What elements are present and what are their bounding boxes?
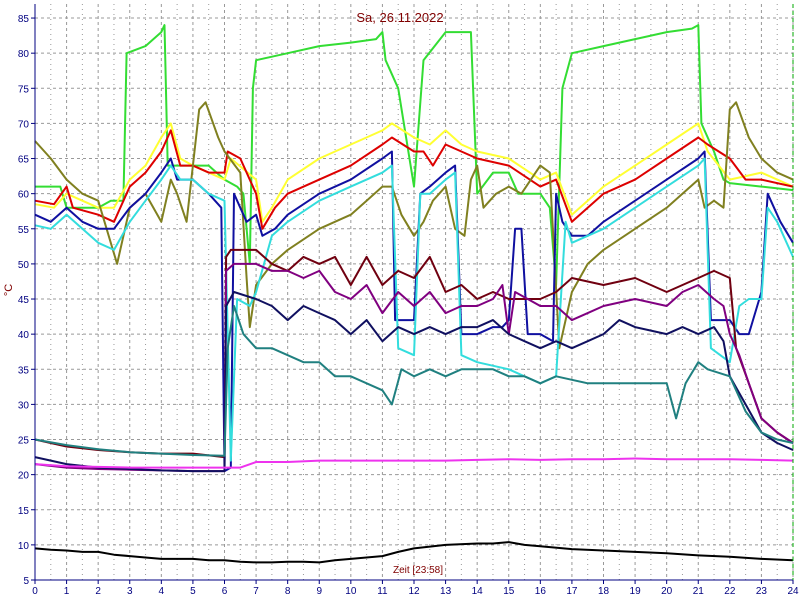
- x-tick-label: 10: [345, 586, 357, 597]
- series-line: [34, 122, 794, 223]
- x-tick-label: 21: [693, 586, 705, 597]
- x-tick-label: 23: [756, 586, 768, 597]
- x-tick-label: 13: [440, 586, 452, 597]
- series-line: [34, 291, 794, 473]
- y-tick-label: 35: [18, 365, 30, 376]
- x-tick-label: 12: [408, 586, 420, 597]
- y-tick-label: 60: [18, 190, 30, 201]
- x-tick-label: 6: [222, 586, 228, 597]
- y-tick-label: 30: [18, 400, 30, 411]
- series-line: [34, 305, 794, 457]
- series-line: [34, 129, 794, 230]
- y-tick-label: 25: [18, 436, 30, 447]
- x-tick-label: 5: [190, 586, 196, 597]
- x-tick-label: 8: [285, 586, 291, 597]
- y-tick-label: 5: [23, 576, 29, 587]
- y-axis-label: °C: [3, 284, 15, 296]
- y-tick-label: 65: [18, 155, 30, 166]
- x-tick-label: 9: [316, 586, 322, 597]
- y-tick-label: 45: [18, 295, 30, 306]
- y-tick-label: 85: [18, 14, 30, 25]
- series-line: [35, 24, 794, 286]
- y-tick-label: 10: [18, 541, 30, 552]
- y-tick-label: 50: [18, 260, 30, 271]
- series-line: [34, 262, 794, 473]
- y-tick-label: 80: [18, 49, 30, 60]
- x-tick-label: 7: [253, 586, 259, 597]
- x-tick-label: 0: [32, 586, 38, 597]
- x-tick-label: 15: [503, 586, 515, 597]
- series-line: [34, 157, 794, 462]
- x-tick-label: 19: [630, 586, 642, 597]
- x-tick-label: 3: [127, 586, 133, 597]
- y-tick-label: 70: [18, 119, 30, 130]
- series-lines: [34, 24, 794, 564]
- x-tick-label: 20: [661, 586, 673, 597]
- y-tick-label: 55: [18, 225, 30, 236]
- series-line: [34, 101, 794, 350]
- x-tick-label: 16: [535, 586, 547, 597]
- x-tick-label: 2: [95, 586, 101, 597]
- x-tick-label: 1: [64, 586, 70, 597]
- y-tick-label: 75: [18, 84, 30, 95]
- x-tick-label: 11: [377, 586, 388, 597]
- x-tick-label: 22: [724, 586, 736, 597]
- x-tick-label: 4: [159, 586, 165, 597]
- x-axis-label: Zeit [23:58]: [393, 565, 443, 576]
- x-tick-label: 24: [787, 586, 799, 597]
- series-line: [34, 541, 794, 564]
- chart-title: Sa, 26.11.2022: [356, 10, 443, 25]
- y-tick-label: 15: [18, 506, 30, 517]
- tick-labels: 0 1 2 3 4 5 6 7 8 9 10 11 12 13 14 15 16 17 18 19 20 21 22 23 24…: [18, 14, 799, 597]
- y-tick-label: 20: [18, 471, 30, 482]
- series-line: [34, 457, 794, 469]
- grid: [34, 4, 794, 581]
- x-tick-label: 17: [566, 586, 578, 597]
- x-tick-label: 18: [598, 586, 610, 597]
- y-tick-label: 40: [18, 330, 30, 341]
- x-tick-label: 14: [472, 586, 484, 597]
